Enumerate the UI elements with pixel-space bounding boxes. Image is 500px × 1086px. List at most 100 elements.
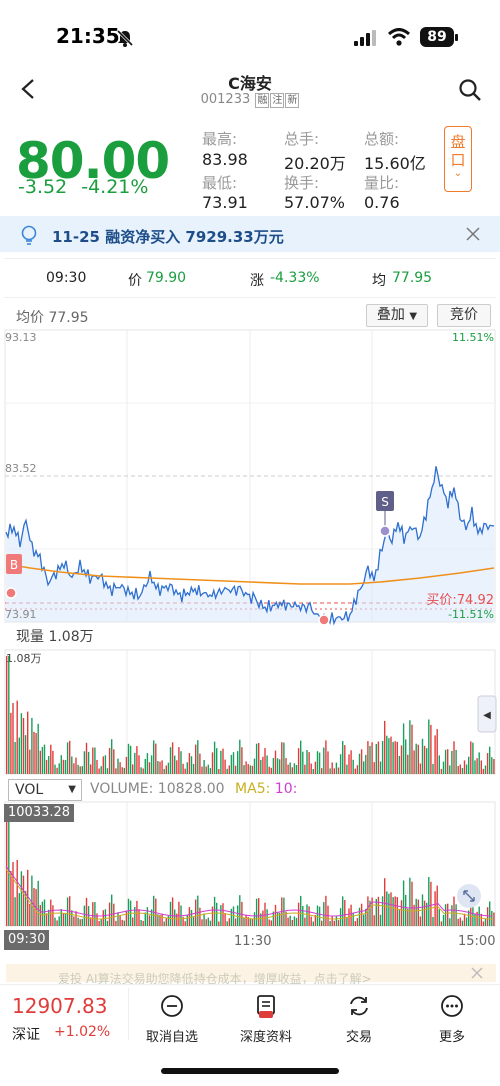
volume-bar <box>94 747 96 774</box>
expand-icon <box>463 890 475 902</box>
volume-bar <box>98 768 100 774</box>
close-icon[interactable] <box>466 227 480 241</box>
vol-indicator-bar <box>331 915 333 926</box>
close-icon[interactable] <box>470 966 484 980</box>
volume-bar <box>459 764 461 774</box>
volume-bar <box>304 764 306 774</box>
volume-bar <box>367 741 369 774</box>
back-arrow-icon[interactable] <box>18 78 40 100</box>
vol-indicator-bar <box>142 920 144 926</box>
volume-bar <box>129 745 132 774</box>
vol-indicator-bar <box>159 914 161 926</box>
stat-value-low: 73.91 <box>202 193 248 212</box>
vol-indicator-bar <box>117 912 119 926</box>
stat-label-volume-ratio: 量比: <box>364 174 400 192</box>
buy-marker[interactable] <box>6 554 22 574</box>
notice-banner[interactable] <box>0 216 500 252</box>
vol-indicator-bar <box>478 906 480 926</box>
vol-indicator-bar <box>423 900 426 926</box>
exchange-icon <box>350 996 368 1016</box>
volume-bar <box>465 764 468 774</box>
vol-indicator-bar <box>16 859 18 926</box>
volume-bar <box>117 758 119 774</box>
vol-indicator-bar <box>184 921 186 926</box>
vol-indicator-bar <box>325 895 327 926</box>
home-indicator <box>161 1068 339 1074</box>
vol-indicator-bar <box>451 905 453 926</box>
panel-toggle-button[interactable] <box>477 695 497 733</box>
current-volume-label: 现量 1.08万 <box>16 629 94 645</box>
index-value[interactable]: 12907.83 <box>12 994 108 1018</box>
indicator-selector[interactable]: VOL ▼ <box>8 779 82 801</box>
sell-marker[interactable] <box>376 491 394 511</box>
vol-indicator-bar <box>255 898 258 926</box>
vol-indicator-bar <box>392 897 394 926</box>
vol-indicator-bar <box>388 893 390 926</box>
volume-bar <box>444 749 447 774</box>
vol-indicator-bar <box>308 906 310 926</box>
auction-button[interactable]: 竞价 <box>437 304 491 327</box>
time-axis-mid: 11:30 <box>234 934 272 949</box>
stat-value-turnover: 57.07% <box>284 193 346 212</box>
vol-indicator-bar <box>190 909 193 926</box>
remove-watchlist-button[interactable]: 取消自选 <box>132 994 212 1045</box>
volume-bar <box>73 763 75 774</box>
volume-indicator-info: VOLUME: 10828.00 MA5: 10: <box>90 781 297 797</box>
overlay-dropdown[interactable]: 叠加 ▼ <box>366 304 428 327</box>
volume-bar <box>90 764 92 774</box>
vol-indicator-bar <box>379 914 382 926</box>
stat-value-amount: 15.60亿 <box>364 154 426 173</box>
volume-bar <box>306 750 308 774</box>
indicator-selector-label: VOL <box>15 782 44 798</box>
overlay-label: 叠加 <box>376 307 405 323</box>
vol-indicator-bar <box>390 892 392 926</box>
volume-bar <box>360 749 363 774</box>
vol-indicator-bar <box>197 895 199 926</box>
intraday-chart[interactable]: 93.13 83.52 73.91 11.51% -11.51% 买价:74.9… <box>0 328 500 948</box>
vol-indicator-bar <box>199 907 201 926</box>
volume-bar <box>216 748 218 774</box>
vol-indicator-bar <box>134 907 136 926</box>
price-area-fill <box>6 466 494 625</box>
volume-bar <box>127 743 130 774</box>
vol-indicator-bar <box>314 914 317 926</box>
volume-bar <box>400 745 403 774</box>
vol-indicator-bar <box>207 917 209 926</box>
vol-indicator-bar <box>386 891 388 926</box>
volume-bar <box>83 751 86 774</box>
notice-text: 11-25 融资净买入 7929.33万元 <box>52 228 284 246</box>
vol-indicator-bar <box>205 919 207 926</box>
vol-indicator-bar <box>14 897 16 926</box>
volume-bar <box>478 752 480 774</box>
promo-text: 爱投 AI算法交易助您降低持仓成本，增厚收益，点击了解> <box>58 972 372 986</box>
volume-bar <box>169 747 172 774</box>
volume-bar <box>394 741 396 774</box>
volume-bar <box>29 749 31 774</box>
volume-bar <box>66 742 69 774</box>
deep-info-button[interactable]: 深度资料 <box>226 994 306 1045</box>
vol-indicator-bar <box>119 915 121 926</box>
trade-button[interactable]: 交易 <box>319 994 399 1045</box>
volume-bar <box>186 762 188 774</box>
vol-indicator-bar <box>398 909 401 926</box>
vol-indicator-bar <box>400 900 403 926</box>
volume-bar <box>119 762 121 774</box>
vol-indicator-bar <box>247 917 249 926</box>
more-button[interactable]: 更多 <box>412 994 492 1045</box>
volume-bar <box>199 753 201 774</box>
buy-marker-label: B <box>10 558 18 572</box>
volume-bar <box>300 740 302 774</box>
promo-banner[interactable] <box>6 964 496 982</box>
vol-indicator-bar <box>102 910 104 926</box>
volume-bar <box>92 747 94 774</box>
volume-bar <box>440 768 443 774</box>
minus-circle-icon <box>161 995 183 1017</box>
volume-bar <box>12 703 14 774</box>
volume-bar <box>6 656 8 774</box>
vol-indicator-bar <box>37 880 39 926</box>
vol-indicator-bar <box>371 897 373 926</box>
volume-bar <box>155 743 157 774</box>
volume-bar <box>58 763 60 774</box>
search-icon[interactable] <box>458 78 482 102</box>
order-book-button[interactable]: 盘口 ⌄ <box>444 126 472 192</box>
